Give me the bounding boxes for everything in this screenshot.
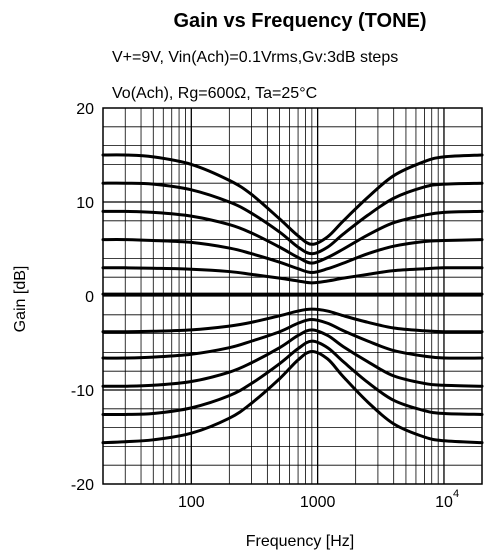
series-line-9 [101,328,484,388]
series-line-5 [101,266,484,285]
x-tick-exponent: 4 [453,488,459,500]
plot-frame [102,107,483,485]
series-line-7 [101,307,484,334]
series-line-1 [101,153,484,246]
chart-title: Gain vs Frequency (TONE) [173,10,426,32]
y-axis-ticks: 20 10 0 -10 -20 [71,101,94,494]
series-layer [101,153,484,445]
x-tick-label: 100 [178,494,205,511]
series-line-4 [101,238,484,274]
chart-subtitle-line-1: V+=9V, Vin(Ach)=0.1Vrms,Gv:3dB steps [112,49,398,66]
x-axis-ticks: 100 1000 10 4 [178,488,459,511]
grid-major [103,108,482,484]
series-line-10 [101,339,484,417]
chart-subtitle-line-2: Vo(Ach), Rg=600Ω, Ta=25°C [112,85,317,102]
y-tick-label: 0 [85,289,94,306]
y-tick-label: -20 [71,477,94,494]
y-tick-label: 10 [76,195,94,212]
y-tick-label: 20 [76,101,94,118]
series-line-2 [101,181,484,256]
x-axis-label: Frequency [Hz] [246,533,354,550]
y-axis-label: Gain [dB] [12,266,29,333]
y-tick-label: -10 [71,383,94,400]
x-tick-label: 1000 [300,494,336,511]
series-line-3 [101,209,484,265]
series-line-11 [101,349,484,445]
series-line-8 [101,318,484,360]
x-tick-label: 10 [435,494,453,511]
